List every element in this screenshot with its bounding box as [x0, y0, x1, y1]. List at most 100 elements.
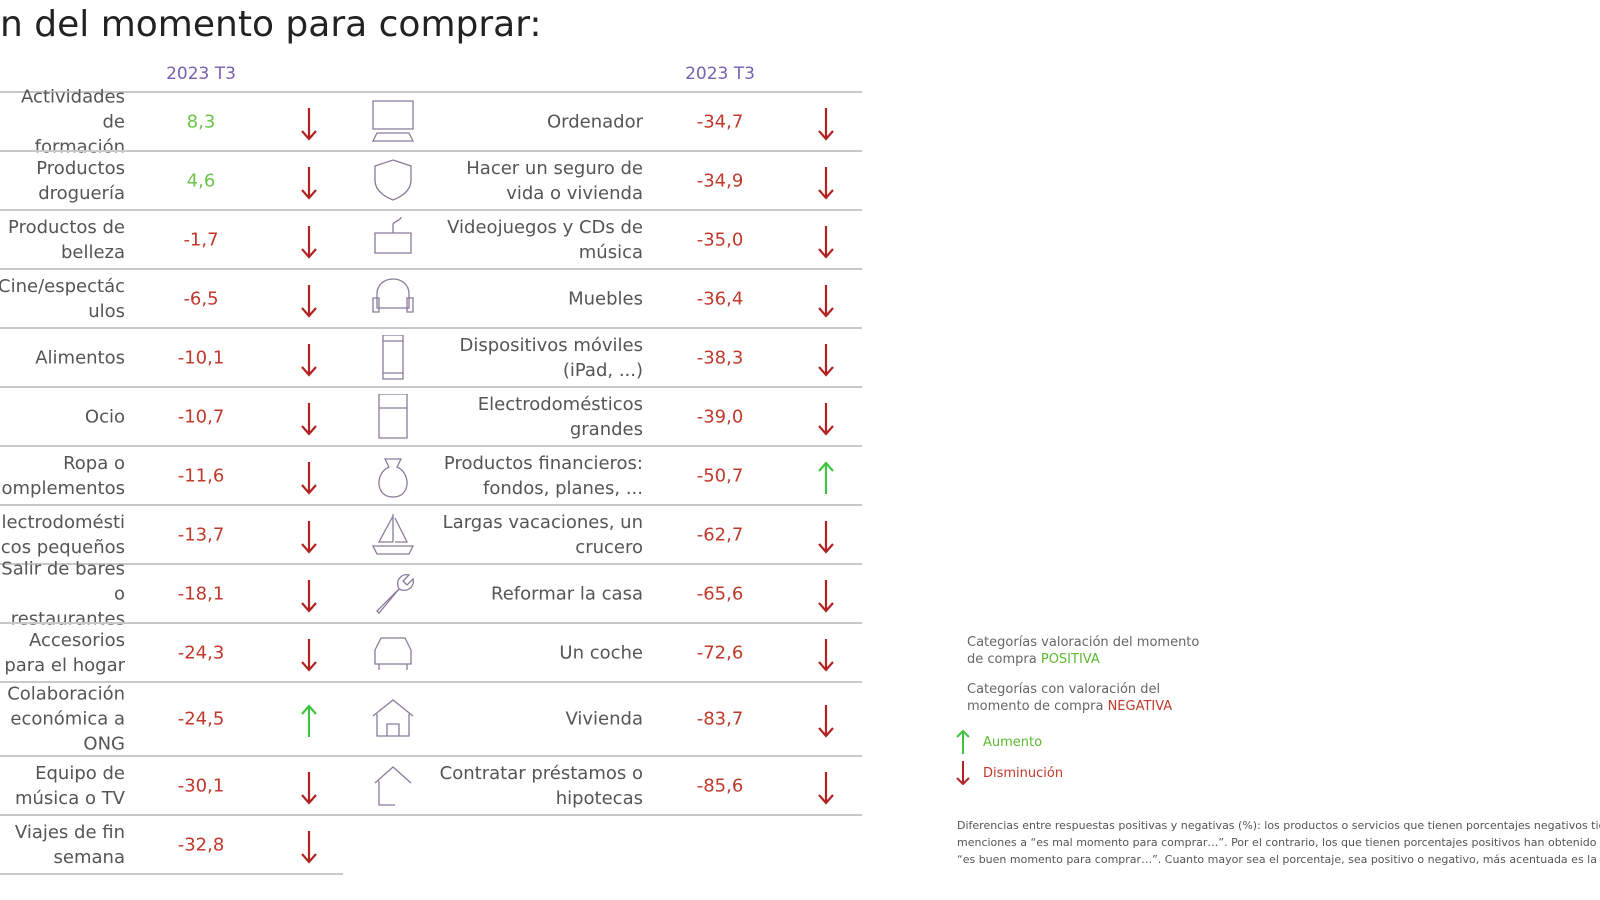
row-value: -62,7	[696, 524, 744, 545]
row-value: -85,6	[696, 775, 744, 796]
row-value: 8,3	[186, 111, 216, 132]
row-label: Productos financieros: fondos, planes, .…	[443, 452, 643, 499]
legend-up: Aumento	[983, 735, 1043, 750]
down-arrow	[301, 579, 317, 613]
legend-text: Categorías con valoración del momento de…	[967, 682, 1161, 714]
row-icon	[372, 699, 414, 737]
row-value: -6,5	[183, 288, 219, 309]
row-value: -1,7	[183, 229, 219, 250]
down-arrow	[818, 638, 834, 672]
column-header: 2023 T3	[685, 64, 755, 84]
down-arrow	[301, 461, 317, 495]
row-label: Contratar préstamos o hipotecas	[439, 762, 643, 809]
row-rule	[0, 622, 862, 624]
row-icon	[378, 457, 408, 498]
footnote-line: “es buen momento para comprar…”. Cuanto …	[957, 853, 1600, 866]
down-arrow	[818, 343, 834, 377]
row-icon	[371, 99, 415, 142]
row-label: Actividades de formación	[21, 86, 125, 157]
row-label: Accesorios para el hogar	[4, 629, 125, 676]
row-icon	[382, 334, 404, 380]
row-rule	[0, 814, 862, 816]
row-label: Dispositivos móviles (iPad, ...)	[459, 334, 643, 381]
row-rule	[0, 268, 862, 270]
row-rule	[0, 150, 862, 152]
row-label: Ordenador	[546, 111, 643, 132]
row-rule	[0, 563, 862, 565]
header-rule	[0, 91, 862, 93]
row-value: -36,4	[696, 288, 744, 309]
row-label: Productos droguería	[36, 157, 125, 204]
row-value: -11,6	[177, 465, 225, 486]
row-label: Salir de bares o restaurantes	[1, 558, 125, 629]
row-rule	[0, 873, 343, 875]
row-label: Ropa o omplementos	[1, 452, 125, 499]
row-value: -18,1	[177, 583, 225, 604]
footnote-line: Diferencias entre respuestas positivas y…	[957, 819, 1600, 832]
row-label: Cine/espectác ulos	[0, 275, 125, 322]
down-arrow	[301, 402, 317, 436]
row-label: Colaboración económica a ONG	[7, 683, 125, 755]
row-value: -10,7	[177, 406, 225, 427]
row-value: -38,3	[696, 347, 744, 368]
row-value: -34,9	[696, 170, 744, 191]
down-arrow	[301, 284, 317, 318]
down-arrow	[301, 166, 317, 200]
down-arrow	[301, 638, 317, 672]
row-icon	[374, 765, 412, 806]
row-value: -30,1	[177, 775, 225, 796]
row-rule	[0, 755, 862, 757]
down-arrow	[818, 107, 834, 141]
legend-negative: Categorías con valoración del momento de…	[967, 681, 1172, 715]
row-value: -32,8	[177, 834, 225, 855]
legend-positive: Categorías valoración del momento de com…	[967, 634, 1199, 668]
row-label: Largas vacaciones, un crucero	[442, 511, 643, 558]
row-value: -83,7	[696, 708, 744, 730]
row-label: Muebles	[568, 288, 643, 309]
legend-highlight: POSITIVA	[1040, 652, 1100, 667]
row-value: -13,7	[177, 524, 225, 545]
row-rule	[0, 504, 862, 506]
row-value: -35,0	[696, 229, 744, 250]
row-label: Hacer un seguro de vida o vivienda	[466, 157, 643, 204]
row-value: -10,1	[177, 347, 225, 368]
down-arrow	[818, 705, 834, 738]
row-value: -50,7	[696, 465, 744, 486]
row-rule	[0, 209, 862, 211]
down-arrow	[818, 166, 834, 200]
row-label: Equipo de música o TV	[14, 762, 125, 809]
row-icon	[371, 513, 415, 555]
row-value: -34,7	[696, 111, 744, 132]
row-value: -72,6	[696, 642, 744, 663]
row-label: lectrodomésti cos pequeños	[0, 511, 125, 558]
row-value: -24,3	[177, 642, 225, 663]
row-icon	[378, 393, 408, 439]
row-label: Electrodomésticos grandes	[477, 393, 643, 440]
row-icon	[374, 216, 412, 254]
legend-text: Categorías valoración del momento de com…	[967, 635, 1200, 667]
down-arrow	[818, 520, 834, 554]
title: n del momento para comprar:	[0, 4, 542, 45]
row-rule	[0, 681, 862, 683]
row-rule	[0, 445, 862, 447]
row-rule	[0, 386, 862, 388]
down-arrow	[301, 771, 317, 805]
down-arrow	[818, 771, 834, 805]
row-value: -24,5	[177, 708, 225, 730]
down-arrow	[301, 830, 317, 864]
row-value: 4,6	[186, 170, 216, 191]
row-label: Reformar la casa	[491, 583, 643, 604]
row-icon	[374, 158, 412, 201]
row-icon	[376, 573, 414, 614]
row-label: Productos de belleza	[8, 216, 125, 263]
column-header: 2023 T3	[166, 64, 236, 84]
down-arrow	[818, 402, 834, 436]
down-arrow	[301, 107, 317, 141]
up-arrow	[818, 460, 834, 494]
legend-highlight: NEGATIVA	[1107, 699, 1173, 714]
row-rule	[0, 327, 862, 329]
row-icon	[374, 636, 412, 670]
up-arrow	[301, 704, 317, 737]
row-label: Vivienda	[565, 708, 643, 730]
